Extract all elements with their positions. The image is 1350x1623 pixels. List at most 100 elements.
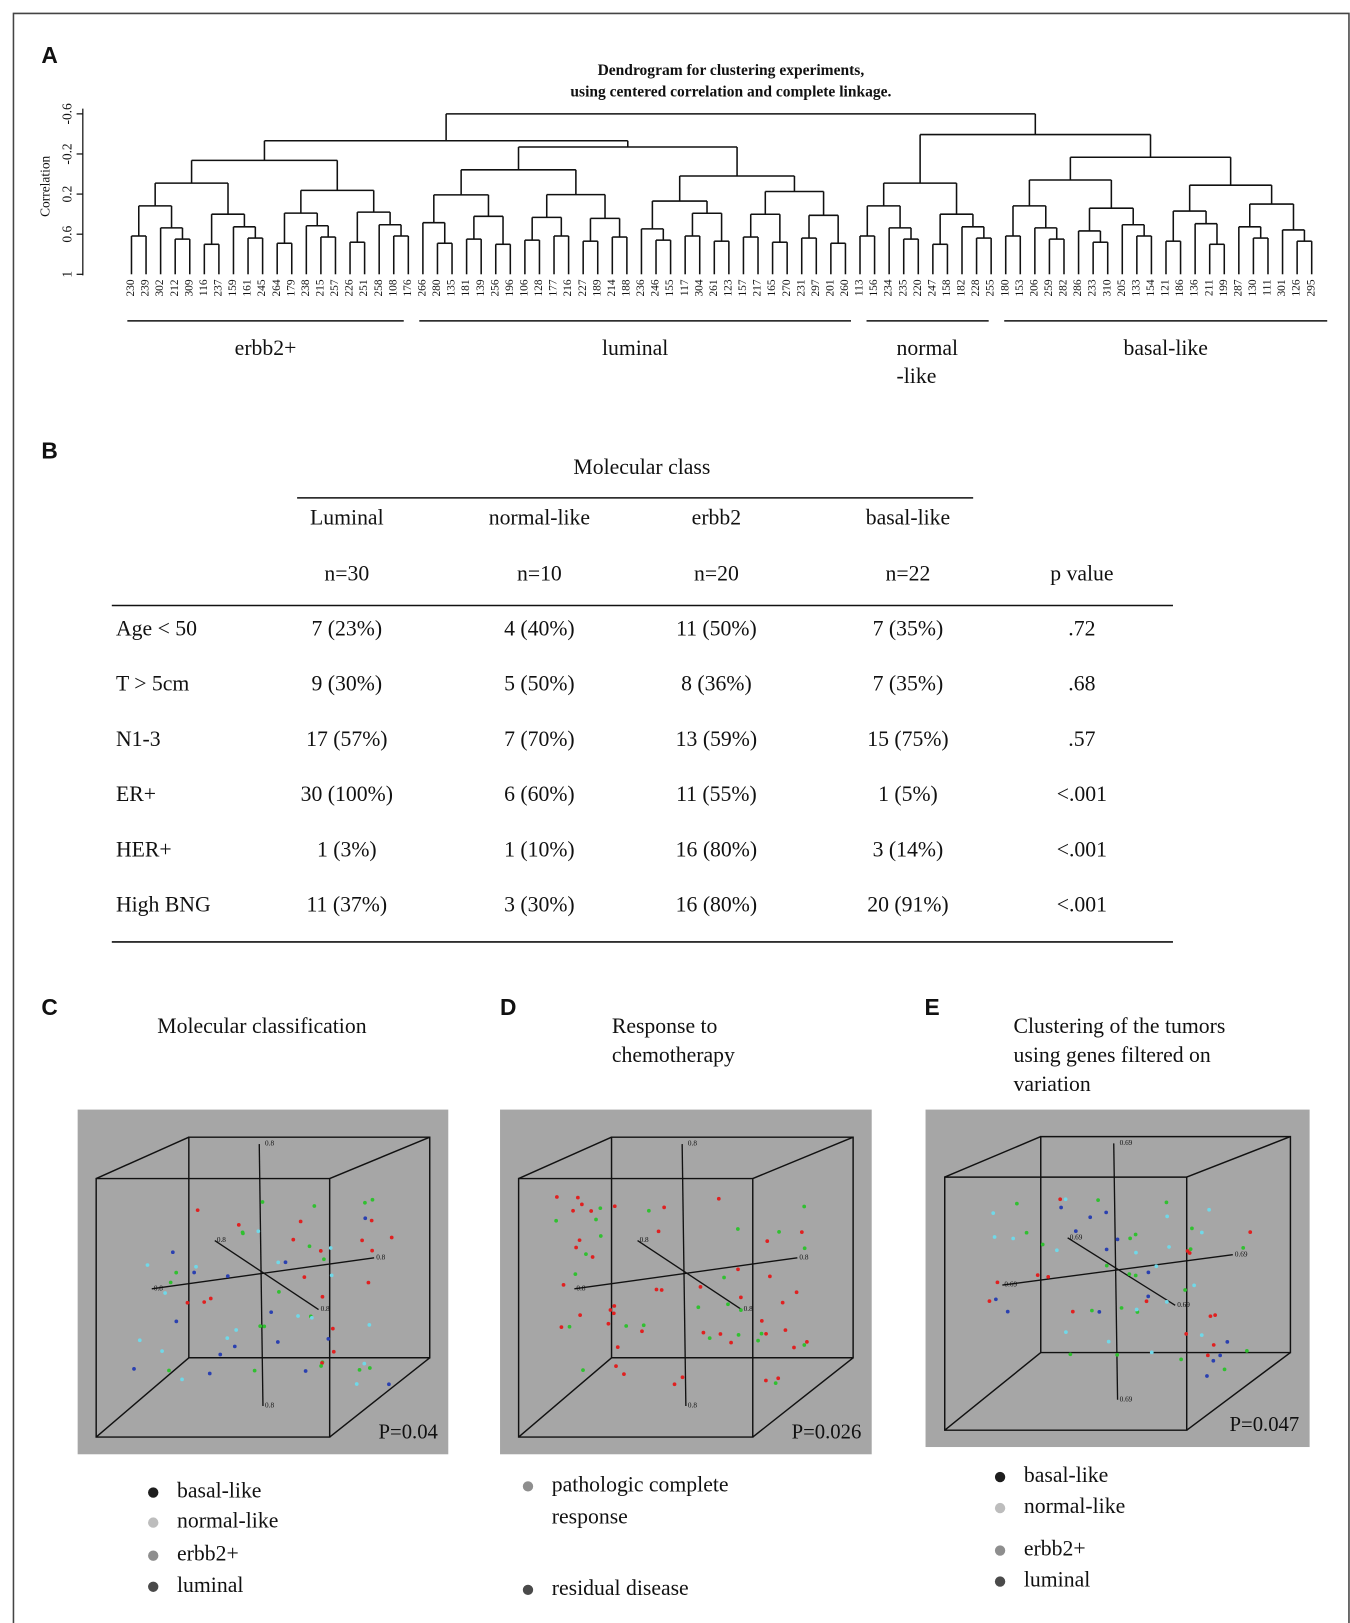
point xyxy=(1183,1288,1187,1292)
leaf-label: 233 xyxy=(1087,279,1099,296)
table-cell: 3 (14%) xyxy=(873,837,944,861)
point xyxy=(236,1223,241,1227)
axis-value: 0.8 xyxy=(154,1284,163,1292)
panel-letter: E xyxy=(925,994,940,1020)
leaf-label: 256 xyxy=(489,279,501,296)
point xyxy=(640,1329,644,1334)
legend-label: normal-like xyxy=(1024,1494,1125,1518)
point xyxy=(580,1202,584,1207)
legend-marker xyxy=(148,1487,159,1498)
axis-value: 0.8 xyxy=(265,1402,274,1410)
group-label: luminal xyxy=(602,336,668,360)
point xyxy=(589,1209,594,1213)
point xyxy=(367,1366,372,1370)
legend-label: response xyxy=(552,1504,628,1528)
legend-marker xyxy=(994,1576,1006,1587)
point xyxy=(1188,1247,1193,1252)
point xyxy=(1199,1333,1204,1338)
group-label: erbb2+ xyxy=(235,336,297,360)
legend-marker xyxy=(994,1502,1006,1514)
point xyxy=(598,1234,603,1238)
point xyxy=(624,1324,629,1328)
point xyxy=(1011,1236,1016,1241)
table-cell: 30 (100%) xyxy=(301,782,393,806)
leaf-label: 226 xyxy=(344,279,356,296)
point xyxy=(258,1324,263,1328)
point xyxy=(357,1367,362,1372)
axis-value: 0.8 xyxy=(799,1253,808,1261)
column-header: p value xyxy=(1050,561,1113,585)
point xyxy=(612,1204,617,1209)
point xyxy=(614,1364,618,1369)
point xyxy=(1015,1201,1019,1206)
leaf-label: 106 xyxy=(518,279,530,296)
point xyxy=(993,1297,998,1302)
point xyxy=(1199,1230,1204,1235)
point xyxy=(1165,1214,1170,1219)
point xyxy=(555,1195,559,1199)
panel-letter: B xyxy=(41,437,57,463)
leaf-label: 108 xyxy=(387,279,399,296)
point xyxy=(1127,1272,1132,1276)
line xyxy=(95,1357,190,1438)
point xyxy=(1090,1308,1094,1313)
point xyxy=(362,1361,367,1366)
legend-label: luminal xyxy=(177,1573,243,1597)
dendrogram-title: Dendrogram for clustering experiments, xyxy=(598,62,865,79)
point xyxy=(1205,1374,1209,1378)
line xyxy=(1067,1237,1176,1306)
point xyxy=(1104,1247,1109,1252)
point xyxy=(185,1300,190,1305)
point xyxy=(707,1336,712,1341)
point xyxy=(202,1300,207,1304)
table-cell: 13 (59%) xyxy=(676,727,757,751)
point xyxy=(1248,1230,1253,1234)
legend-marker xyxy=(994,1545,1006,1556)
leaf-label: 255 xyxy=(985,279,997,296)
point xyxy=(320,1294,325,1299)
leaf-label: 259 xyxy=(1043,279,1055,296)
point xyxy=(735,1227,740,1231)
leaf-label: 180 xyxy=(999,279,1011,296)
point xyxy=(1211,1358,1216,1363)
point xyxy=(1115,1237,1120,1242)
point xyxy=(1068,1352,1073,1357)
point xyxy=(302,1275,307,1279)
axis-tick-label: 0.6 xyxy=(59,226,74,243)
table-cell: 9 (30%) xyxy=(312,672,383,696)
column-header: basal-like xyxy=(866,506,950,530)
legend-marker xyxy=(148,1581,159,1592)
point xyxy=(387,1382,391,1387)
point xyxy=(647,1208,651,1213)
point xyxy=(1063,1197,1068,1202)
legend-marker xyxy=(522,1481,534,1492)
point xyxy=(194,1264,198,1269)
leaf-label: 282 xyxy=(1058,279,1070,296)
point xyxy=(584,1252,588,1256)
point xyxy=(718,1332,723,1336)
panel-title: using genes filtered on xyxy=(1014,1043,1211,1067)
table-cell: 16 (80%) xyxy=(676,837,757,861)
dendrogram-title: using centered correlation and complete … xyxy=(570,84,891,101)
point xyxy=(1055,1248,1059,1253)
point xyxy=(1133,1232,1138,1237)
panel-letter: C xyxy=(41,994,57,1020)
leaf-label: 116 xyxy=(198,279,210,296)
point xyxy=(329,1273,334,1278)
leaf-label: 270 xyxy=(781,279,793,296)
point xyxy=(318,1249,323,1253)
leaf-label: 154 xyxy=(1145,279,1157,296)
point xyxy=(1192,1283,1196,1288)
leaf-label: 123 xyxy=(722,279,734,296)
legend-label: erbb2+ xyxy=(177,1542,239,1566)
axis-value: 0.8 xyxy=(688,1140,697,1148)
point xyxy=(218,1352,223,1357)
leaf-label: 297 xyxy=(810,279,822,296)
leaf-label: 301 xyxy=(1276,279,1288,296)
point xyxy=(1024,1230,1029,1235)
point xyxy=(802,1246,807,1251)
point xyxy=(1184,1332,1189,1336)
point xyxy=(168,1280,173,1285)
leaf-label: 239 xyxy=(140,279,152,296)
